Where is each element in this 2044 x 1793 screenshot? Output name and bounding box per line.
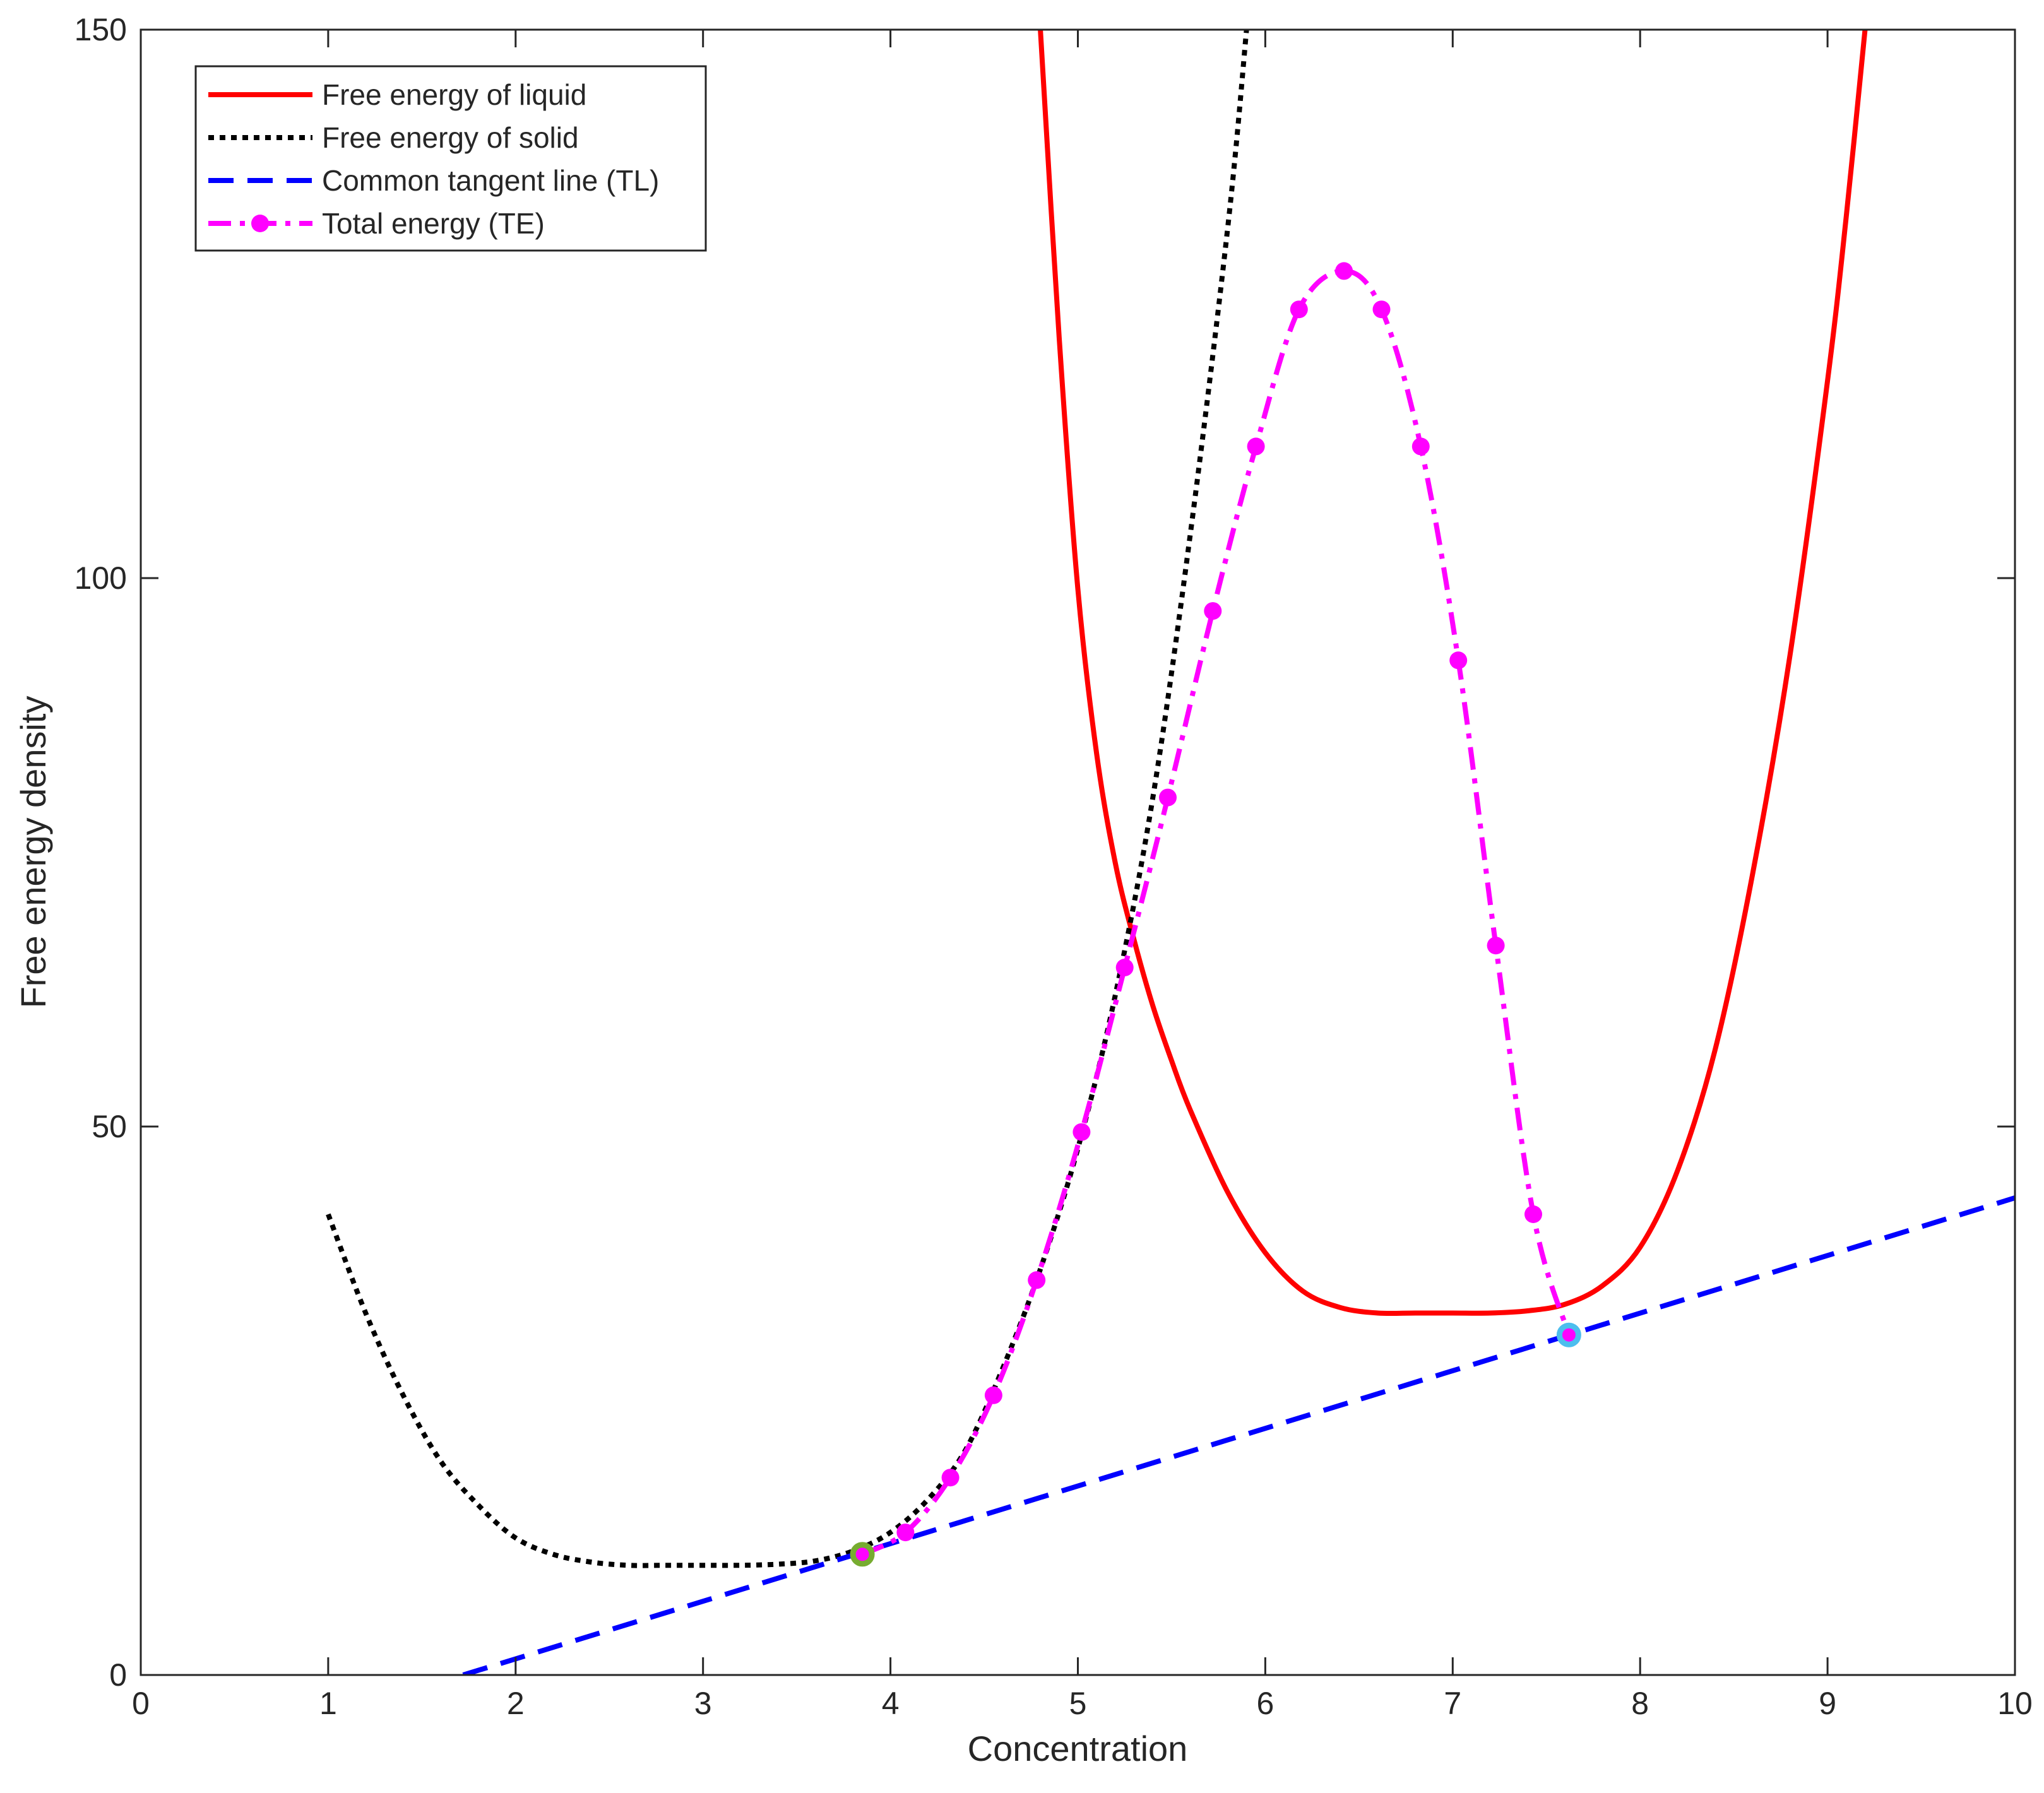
legend-marker: [251, 215, 269, 232]
total-energy-point: [941, 1469, 960, 1487]
series-line-1: [1038, 30, 1868, 1317]
y-axis-title: Free energy density: [13, 696, 53, 1009]
total-energy-point: [1204, 602, 1222, 620]
legend-label: Free energy of solid: [322, 121, 579, 154]
legend-label: Free energy of liquid: [322, 78, 586, 111]
total-energy-point: [1524, 1205, 1542, 1223]
x-axis-title: Concentration: [968, 1729, 1188, 1768]
total-energy-point: [1449, 651, 1468, 670]
series-line-3: [462, 1195, 2015, 1675]
series-line-4: [861, 268, 1572, 1557]
plot-area: [326, 30, 2015, 1675]
series-layer: [326, 30, 2015, 1675]
x-tick-label: 3: [694, 1686, 712, 1721]
total-energy-point: [1028, 1271, 1046, 1289]
y-tick-label: 0: [109, 1657, 127, 1693]
total-energy-point: [1487, 937, 1505, 955]
total-energy-point: [1335, 262, 1353, 280]
y-tick-label: 100: [74, 560, 127, 596]
y-tick-label: 150: [74, 12, 127, 47]
y-tick-label: 50: [92, 1109, 127, 1144]
x-tick-label: 5: [1069, 1686, 1087, 1721]
total-energy-point: [1115, 959, 1134, 976]
legend-label: Common tangent line (TL): [322, 164, 659, 197]
total-energy-point: [1290, 300, 1308, 319]
total-energy-point: [984, 1386, 1002, 1404]
total-energy-point: [1159, 788, 1177, 807]
x-tick-label: 6: [1256, 1686, 1274, 1721]
x-tick-label: 1: [319, 1686, 337, 1721]
x-tick-label: 2: [507, 1686, 525, 1721]
legend-label: Total energy (TE): [322, 207, 545, 240]
series-line-2: [326, 30, 1249, 1568]
x-tick-label: 0: [132, 1686, 150, 1721]
total-energy-point: [1411, 437, 1430, 456]
total-energy-point: [1247, 437, 1265, 456]
x-tick-label: 7: [1444, 1686, 1461, 1721]
tangent-point: [1556, 1322, 1581, 1347]
total-energy-point: [1073, 1123, 1091, 1141]
legend: Free energy of liquid Free energy of soli…: [194, 65, 707, 252]
x-tick-label: 10: [1997, 1686, 2033, 1721]
total-energy-point: [896, 1524, 915, 1542]
tangent-point: [850, 1542, 875, 1567]
total-energy-point: [1372, 300, 1391, 319]
x-tick-label: 4: [882, 1686, 900, 1721]
x-tick-label: 9: [1819, 1686, 1836, 1721]
x-tick-label: 8: [1631, 1686, 1649, 1721]
